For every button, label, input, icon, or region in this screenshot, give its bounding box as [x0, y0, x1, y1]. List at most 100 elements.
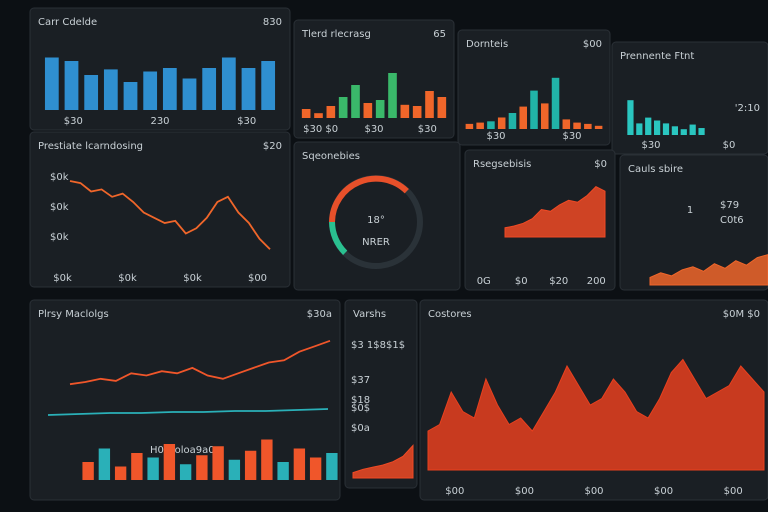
axis-label: $00	[515, 486, 534, 497]
bar	[519, 106, 527, 129]
axis-label: $30 $0	[303, 124, 338, 135]
bar	[44, 57, 59, 110]
bar	[541, 103, 549, 129]
area	[504, 185, 606, 238]
axis-label: $30	[641, 140, 660, 151]
panel-title: Tlerd rlecrasg	[301, 29, 371, 40]
panel-badge: $20	[263, 141, 282, 152]
panel-badge: $0	[594, 159, 607, 170]
info-text: $0a	[351, 423, 370, 434]
panel: Rsegsebisis $0 0G $0 $20 200	[464, 149, 616, 291]
panel-badge: $00	[583, 39, 602, 50]
bar	[228, 459, 241, 480]
gauge-arc	[329, 175, 409, 223]
axis-label: $30	[364, 124, 383, 135]
panel: Cauls sbire 1 $79 C0t6	[619, 154, 768, 291]
bar	[162, 68, 177, 110]
axis-label: $0k	[53, 273, 72, 284]
bar	[163, 444, 176, 480]
bar	[671, 126, 678, 135]
panel-bg	[293, 141, 461, 291]
bar	[645, 117, 652, 135]
bar	[476, 122, 484, 129]
axis-label: $0k	[118, 273, 137, 284]
bar	[103, 69, 118, 110]
bar	[530, 90, 538, 129]
bar	[123, 82, 138, 110]
panel: Costores $0M $0 $00 $00 $00 $00 $00	[419, 299, 768, 501]
axis-label: $30	[64, 116, 83, 127]
bar	[244, 450, 257, 480]
bar	[241, 68, 256, 110]
bar	[698, 128, 705, 135]
bar	[363, 103, 373, 118]
panel-title: Varshs	[353, 309, 386, 320]
bar	[627, 100, 634, 135]
bar	[147, 457, 159, 480]
bar	[326, 106, 336, 118]
bar	[277, 462, 289, 480]
gauge-arc	[329, 221, 348, 255]
bar	[351, 85, 360, 118]
info-text: $0k	[50, 172, 69, 183]
bar	[84, 75, 99, 110]
panel-title: Costores	[428, 309, 472, 320]
bar	[131, 453, 143, 480]
panel-bg	[344, 299, 418, 489]
panel: Prestiate lcarndosing $20 $0k $0k $0k $00 $0k $…	[29, 131, 291, 288]
panel-badge: $30a	[307, 309, 332, 320]
bar	[182, 78, 197, 110]
panel-bg	[29, 131, 291, 288]
bar	[562, 119, 571, 129]
bar	[82, 462, 94, 480]
bar	[680, 129, 687, 135]
axis-label: $00	[584, 486, 603, 497]
panel-title: Rsegsebisis	[473, 159, 531, 170]
axis-label: 230	[150, 116, 169, 127]
area	[649, 254, 768, 286]
bar	[338, 97, 348, 118]
info-text: NRER	[362, 237, 390, 248]
info-text: 1	[687, 205, 693, 216]
bar	[261, 61, 276, 110]
bar	[64, 61, 79, 110]
axis-label: $00	[654, 486, 673, 497]
panel-title: Prestiate lcarndosing	[38, 141, 143, 152]
axis-label: 200	[587, 276, 606, 287]
panel-title: Plrsy Maclolgs	[38, 309, 109, 320]
axis-label: $00	[724, 486, 743, 497]
bar	[508, 113, 517, 129]
bar	[584, 123, 592, 129]
axis-label: $00	[248, 273, 267, 284]
bar	[636, 123, 643, 135]
bar	[594, 125, 603, 129]
axis-label: $30	[237, 116, 256, 127]
bar	[314, 113, 323, 118]
info-text: $0k	[50, 232, 69, 243]
panel-title: Dornteis	[466, 39, 508, 50]
axis-label: $30	[562, 131, 581, 142]
info-text: $0k	[50, 202, 69, 213]
panel-bg	[619, 154, 768, 291]
bar	[202, 68, 217, 110]
line	[69, 180, 271, 250]
panel: Tlerd rlecrasg 65 $30 $0 $30 $30	[293, 19, 455, 139]
bar	[293, 448, 306, 480]
bar	[465, 123, 474, 129]
bar	[309, 457, 322, 480]
bar	[196, 455, 208, 480]
panel: Varshs $3 1$8$1$ $37 $0$ $0a $18	[344, 299, 418, 489]
bar	[551, 77, 560, 129]
panel-bg	[457, 29, 611, 146]
area	[352, 444, 414, 479]
axis-label: $00	[445, 486, 464, 497]
info-text: $3 1$8$1$	[351, 340, 405, 351]
line	[69, 339, 331, 386]
bar	[400, 104, 410, 118]
info-text: $37	[351, 375, 370, 386]
bar	[388, 73, 397, 118]
info-text: H0 Holoa9a0	[150, 445, 215, 456]
axis-label: 0G	[477, 276, 491, 287]
